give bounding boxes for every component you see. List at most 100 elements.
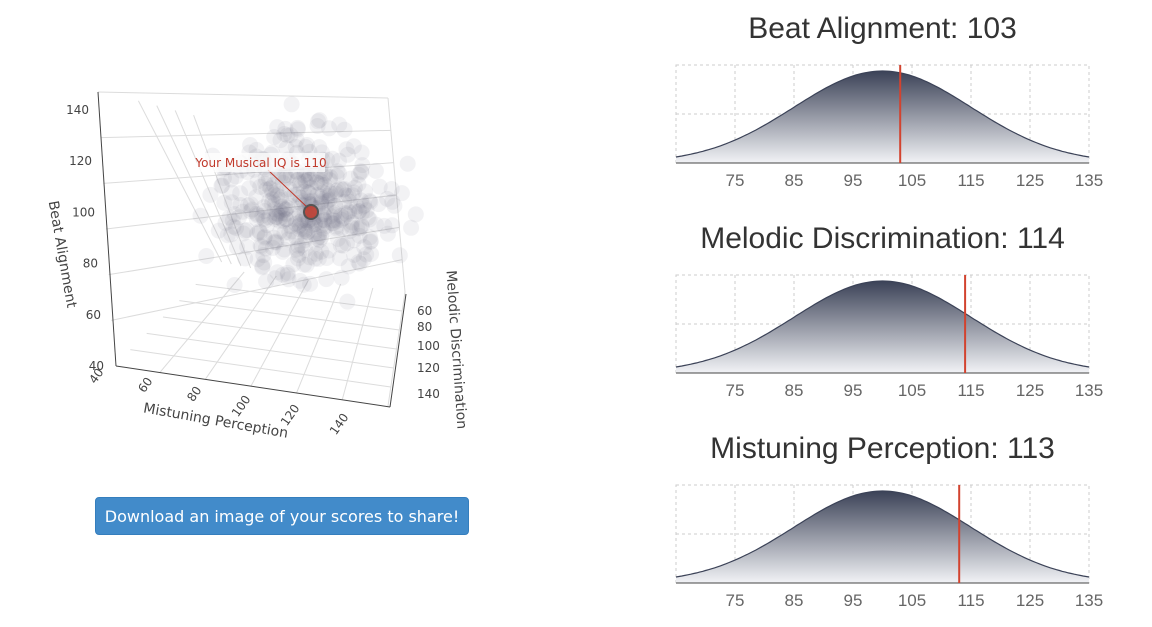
x-tick-label: 95 xyxy=(844,171,863,190)
scatter-point xyxy=(346,246,363,263)
scatter-point xyxy=(313,188,330,205)
scatter-point xyxy=(231,209,247,226)
scatter-point xyxy=(311,232,328,249)
mistuning-perception-distribution-svg: 75 85 95 105 115 125 135 xyxy=(675,484,1103,610)
scatter-point xyxy=(272,209,289,226)
scatter-point xyxy=(354,157,371,174)
scatter-point xyxy=(319,187,336,204)
scatter-point xyxy=(210,222,227,239)
scatter-point xyxy=(376,217,393,234)
your-score-marker xyxy=(303,204,319,220)
scatter-point xyxy=(280,271,297,288)
scatter-point xyxy=(331,152,347,169)
grid-line xyxy=(100,129,391,139)
mistuning-perception-title: Mistuning Perception: 113 xyxy=(710,432,1055,465)
3d-scatter-plot[interactable]: Mistuning Perception Melodic Discriminat… xyxy=(0,0,560,470)
scatter-point xyxy=(289,119,306,136)
scatter-point xyxy=(311,112,328,129)
scatter-point xyxy=(300,184,317,200)
scatter-point xyxy=(237,222,254,239)
x-tick-label: 85 xyxy=(785,591,804,610)
scatter-point xyxy=(344,214,360,231)
scatter-point xyxy=(399,155,416,172)
scatter-point xyxy=(268,209,285,226)
scatter-point xyxy=(362,234,379,250)
scatter-point xyxy=(298,256,315,273)
scatter-point xyxy=(338,141,355,158)
scatter-point xyxy=(288,172,305,189)
y-tick-label: 120 xyxy=(417,361,440,375)
scatter-point xyxy=(321,191,338,208)
beat-alignment-distribution-svg: 75 85 95 105 115 125 135 xyxy=(675,64,1103,190)
scatter-point xyxy=(361,229,378,246)
scatter-point xyxy=(261,180,278,197)
scatter-point xyxy=(272,223,289,240)
scatter-point xyxy=(261,193,278,210)
scatter-point xyxy=(299,223,316,240)
scatter-point xyxy=(319,192,336,209)
scatter-point xyxy=(316,212,333,229)
scatter-point xyxy=(324,150,341,167)
scatter-point xyxy=(350,176,367,193)
scatter-point xyxy=(341,194,358,210)
scatter-point xyxy=(370,196,387,213)
scatter-point xyxy=(242,137,259,153)
scatter-point xyxy=(281,181,298,198)
z-tick-label: 140 xyxy=(66,103,89,117)
scatter-point xyxy=(393,185,410,202)
scatter-point xyxy=(356,197,373,214)
scatter-point xyxy=(292,175,308,192)
scatter-point xyxy=(269,168,286,185)
scatter-point xyxy=(350,254,367,271)
y-axis-title: Melodic Discrimination xyxy=(442,270,469,430)
scatter-point xyxy=(277,201,294,218)
scatter-point xyxy=(299,137,315,153)
scatter-point xyxy=(327,197,343,214)
svg-text:140: 140 xyxy=(327,411,352,438)
3d-scatter-svg[interactable]: Mistuning Perception Melodic Discriminat… xyxy=(0,0,560,470)
scatter-point xyxy=(290,171,307,188)
scatter-point xyxy=(256,228,273,245)
x-tick-label: 75 xyxy=(726,171,745,190)
scatter-point xyxy=(268,182,285,199)
scatter-point xyxy=(266,210,283,227)
scatter-point xyxy=(307,245,324,262)
scatter-point xyxy=(278,211,295,228)
scatter-point xyxy=(321,187,338,204)
annotation-arrow xyxy=(267,169,309,209)
scatter-point xyxy=(223,194,240,211)
scatter-point xyxy=(329,212,346,229)
scatter-point xyxy=(271,191,288,208)
scatter-point xyxy=(287,139,304,155)
grid-line xyxy=(193,115,252,269)
scatter-point xyxy=(296,222,313,239)
scatter-point xyxy=(234,203,251,220)
scatter-point xyxy=(363,246,379,262)
scatter-point xyxy=(316,206,332,223)
scatter-point xyxy=(313,243,330,260)
scatter-point xyxy=(264,239,281,256)
scatter-point xyxy=(192,207,209,224)
y-axis-line xyxy=(389,293,407,408)
scatter-point xyxy=(342,170,359,187)
scatter-point xyxy=(313,229,330,246)
scatter-point xyxy=(267,233,284,250)
distribution-area xyxy=(676,491,1089,583)
distribution-curve xyxy=(675,70,1090,158)
scatter-point xyxy=(279,264,296,281)
scatter-point xyxy=(384,217,401,234)
scatter-point xyxy=(255,199,272,216)
scatter-point xyxy=(316,177,333,193)
scatter-point xyxy=(249,251,266,268)
scatter-point xyxy=(351,255,368,272)
download-share-image-button[interactable]: Download an image of your scores to shar… xyxy=(95,497,469,535)
scatter-point xyxy=(320,242,337,259)
scatter-point xyxy=(321,172,338,188)
y-tick-label: 100 xyxy=(417,339,440,353)
scatter-point xyxy=(274,243,291,260)
z-tick-label: 100 xyxy=(72,205,95,219)
scatter-point xyxy=(226,277,243,293)
grid-line xyxy=(137,100,223,263)
scatter-point xyxy=(264,191,281,208)
scatter-point xyxy=(232,185,249,202)
